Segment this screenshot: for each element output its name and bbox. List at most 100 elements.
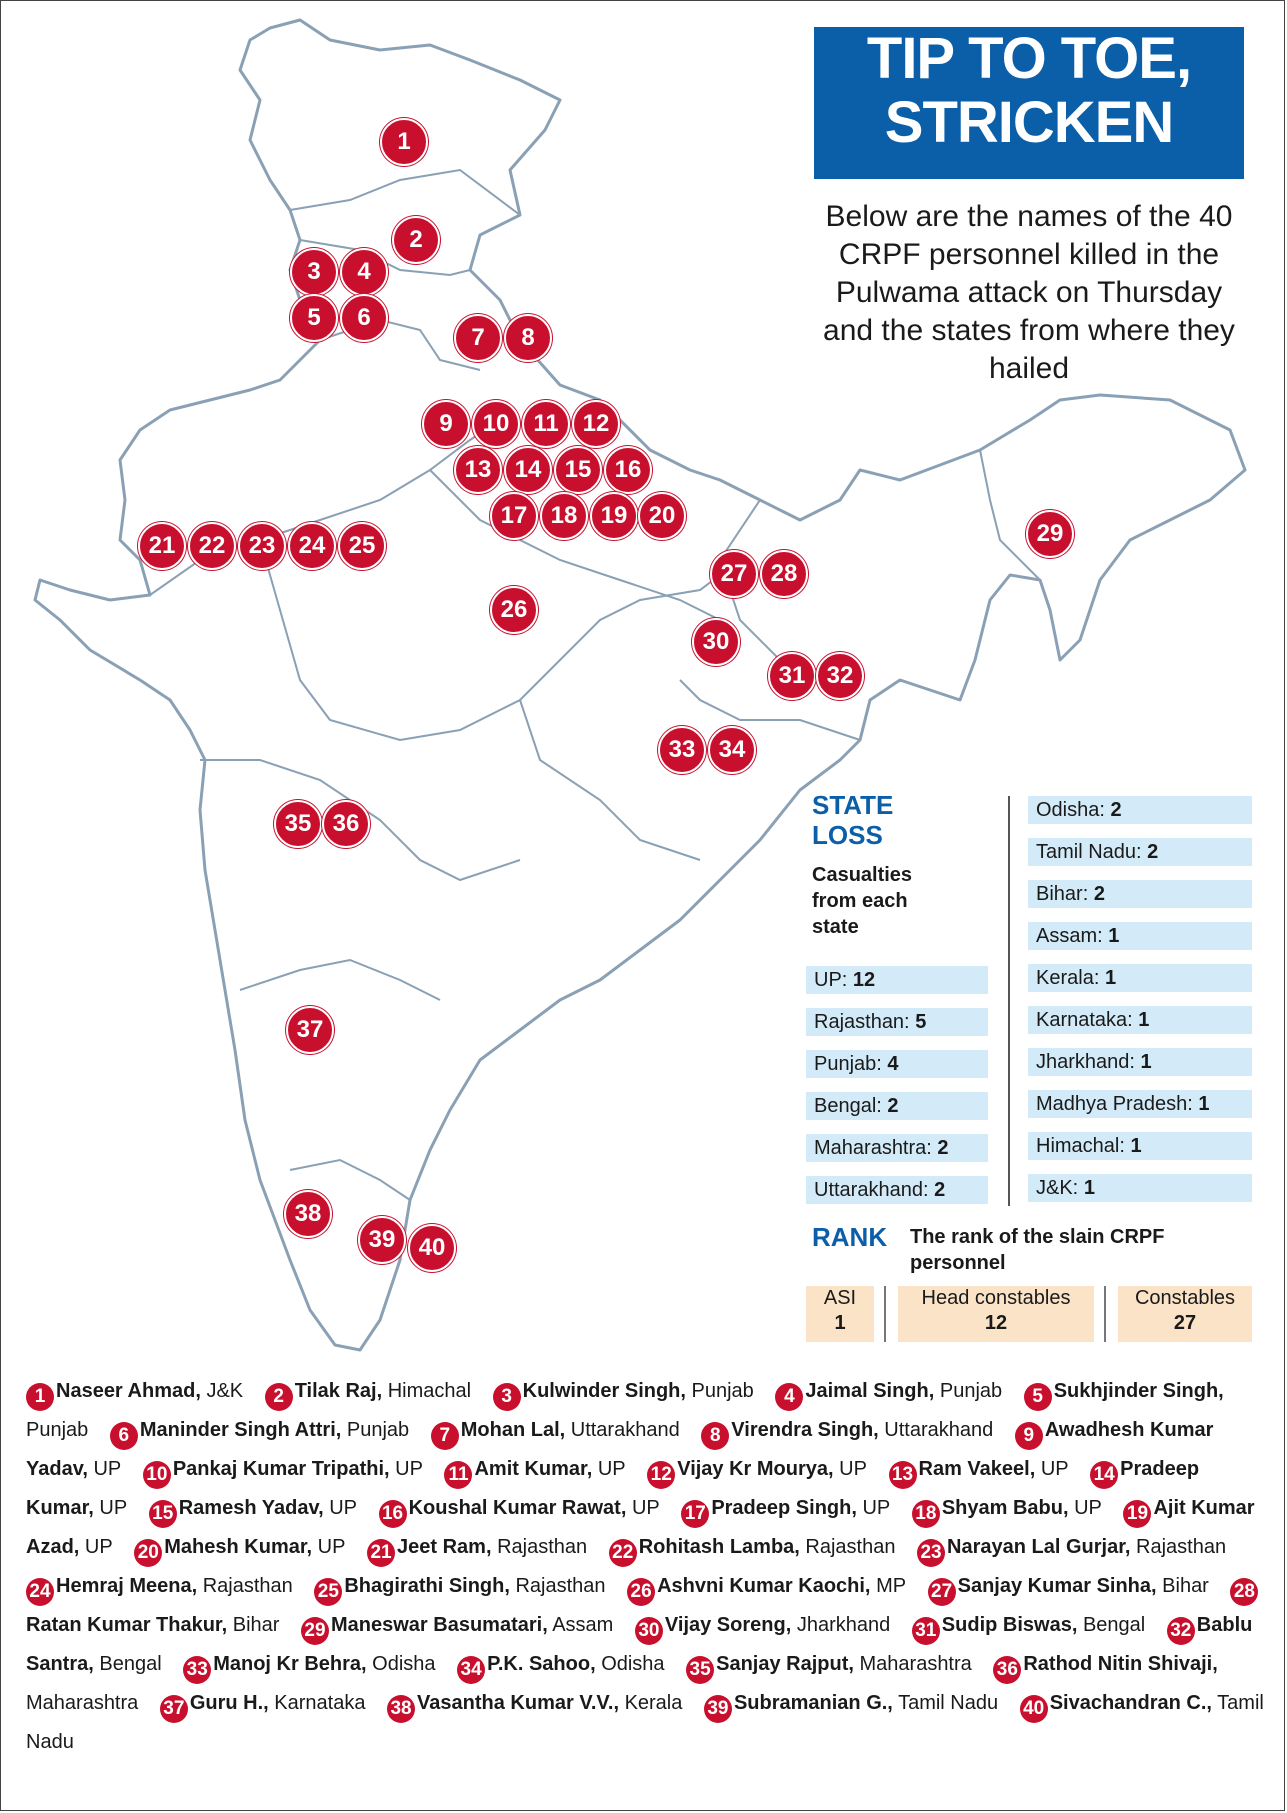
personnel-state: Punjab	[939, 1380, 1003, 1402]
state-name: UP:	[814, 969, 848, 991]
personnel-state: Bengal	[99, 1653, 162, 1675]
personnel-name: Sukhjinder Singh,	[1053, 1380, 1224, 1402]
state-name: Madhya Pradesh:	[1036, 1093, 1193, 1115]
personnel-number: 35	[686, 1656, 715, 1684]
state-name: Himachal:	[1036, 1135, 1125, 1157]
state-row: Uttarakhand: 2	[806, 1176, 988, 1204]
personnel-entry: 4 Jaimal Singh, Punjab	[775, 1380, 1003, 1411]
personnel-name: Sivachandran C.,	[1049, 1692, 1212, 1714]
personnel-state: UP	[317, 1536, 346, 1558]
map-marker: 6	[340, 294, 388, 342]
personnel-name: Vasantha Kumar V.V.,	[417, 1692, 619, 1714]
map-marker: 25	[338, 522, 386, 570]
personnel-state: UP	[329, 1497, 357, 1519]
personnel-state: Rajasthan	[515, 1575, 606, 1597]
personnel-state: Punjab	[346, 1419, 410, 1441]
personnel-name: Ashvni Kumar Kaochi,	[657, 1575, 871, 1597]
personnel-state: UP	[597, 1458, 626, 1480]
map-marker: 40	[408, 1224, 456, 1272]
personnel-entry: 23 Narayan Lal Gurjar, Rajasthan	[917, 1536, 1227, 1567]
map-marker: 10	[472, 400, 520, 448]
map-marker: 24	[288, 522, 336, 570]
personnel-entry: 19 Ajit Kumar Azad, UP	[26, 1497, 1255, 1558]
personnel-entry: 1 Naseer Ahmad, J&K	[26, 1380, 243, 1411]
personnel-number: 9	[1014, 1422, 1043, 1450]
state-count: 1	[1140, 1051, 1152, 1073]
rank-divider	[1104, 1286, 1106, 1342]
title-line-1: TIP TO TOE,	[866, 26, 1192, 91]
personnel-state: Bengal	[1082, 1614, 1146, 1636]
personnel-entry: 21 Jeet Ram, Rajasthan	[367, 1536, 587, 1567]
personnel-number: 16	[378, 1500, 407, 1528]
personnel-entry: 37 Guru H., Karnataka	[159, 1692, 365, 1723]
map-marker: 7	[454, 314, 502, 362]
state-row: Jharkhand: 1	[1028, 1048, 1252, 1076]
map-marker: 36	[322, 800, 370, 848]
state-row: Madhya Pradesh: 1	[1028, 1090, 1252, 1118]
personnel-name: Ratan Kumar Thakur,	[26, 1614, 228, 1636]
rank-divider	[884, 1286, 886, 1342]
personnel-number: 27	[927, 1578, 956, 1606]
personnel-state: Odisha	[372, 1653, 436, 1675]
personnel-number: 40	[1019, 1695, 1048, 1723]
personnel-name: P.K. Sahoo,	[487, 1653, 596, 1675]
personnel-entry: 6 Maninder Singh Attri, Punjab	[109, 1419, 410, 1450]
personnel-name: Bhagirathi Singh,	[344, 1575, 510, 1597]
personnel-list: 1 Naseer Ahmad, J&K 2 Tilak Raj, Himachal …	[26, 1372, 1266, 1762]
personnel-number: 36	[993, 1656, 1022, 1684]
india-outline	[33, 18, 1247, 1352]
map-marker: 2	[392, 216, 440, 264]
personnel-number: 31	[911, 1617, 940, 1645]
map-marker: 8	[504, 314, 552, 362]
map-marker: 21	[138, 522, 186, 570]
personnel-name: Subramanian G.,	[733, 1692, 893, 1714]
personnel-entry: 34 P.K. Sahoo, Odisha	[457, 1653, 665, 1684]
state-name: J&K:	[1036, 1177, 1079, 1199]
personnel-name: Pradeep Singh,	[711, 1497, 857, 1519]
personnel-entry: 12 Vijay Kr Mourya, UP	[647, 1458, 867, 1489]
state-row: UP: 12	[806, 966, 988, 994]
state-count: 1	[1138, 1009, 1150, 1031]
personnel-name: Mahesh Kumar,	[164, 1536, 313, 1558]
personnel-number: 15	[148, 1500, 177, 1528]
personnel-name: Ram Vakeel,	[918, 1458, 1036, 1480]
personnel-name: Hemraj Meena,	[56, 1575, 198, 1597]
personnel-state: Rajasthan	[202, 1575, 293, 1597]
personnel-number: 23	[917, 1539, 946, 1567]
map-marker: 15	[554, 446, 602, 494]
personnel-name: Ramesh Yadav,	[178, 1497, 324, 1519]
personnel-state: Maharashtra	[859, 1653, 972, 1675]
personnel-entry: 8 Virendra Singh, Uttarakhand	[701, 1419, 994, 1450]
state-name: Assam:	[1036, 925, 1103, 947]
map-marker: 32	[816, 652, 864, 700]
state-count: 1	[1108, 925, 1120, 947]
personnel-entry: 27 Sanjay Kumar Sinha, Bihar	[927, 1575, 1209, 1606]
state-row: Tamil Nadu: 2	[1028, 838, 1252, 866]
personnel-number: 20	[134, 1539, 163, 1567]
personnel-state: UP	[84, 1536, 113, 1558]
personnel-entry: 17 Pradeep Singh, UP	[681, 1497, 890, 1528]
personnel-name: Sudip Biswas,	[941, 1614, 1078, 1636]
map-marker: 3	[290, 248, 338, 296]
personnel-number: 8	[701, 1422, 730, 1450]
personnel-state: UP	[395, 1458, 423, 1480]
personnel-number: 17	[681, 1500, 710, 1528]
state-row: Odisha: 2	[1028, 796, 1252, 824]
personnel-number: 34	[457, 1656, 486, 1684]
personnel-number: 21	[367, 1539, 396, 1567]
personnel-number: 2	[264, 1383, 293, 1411]
map-marker: 22	[188, 522, 236, 570]
personnel-name: Maninder Singh Attri,	[139, 1419, 342, 1441]
state-name: Uttarakhand:	[814, 1179, 929, 1201]
rank-heading: RANK	[812, 1222, 888, 1252]
personnel-entry: 3 Kulwinder Singh, Punjab	[492, 1380, 754, 1411]
personnel-name: Sanjay Kumar Sinha,	[957, 1575, 1157, 1597]
map-marker: 11	[522, 400, 570, 448]
state-name: Kerala:	[1036, 967, 1100, 989]
state-row: Punjab: 4	[806, 1050, 988, 1078]
personnel-state: Rajasthan	[1136, 1536, 1227, 1558]
personnel-number: 32	[1166, 1617, 1195, 1645]
personnel-entry: 15 Ramesh Yadav, UP	[148, 1497, 357, 1528]
personnel-state: Uttarakhand	[884, 1419, 994, 1441]
